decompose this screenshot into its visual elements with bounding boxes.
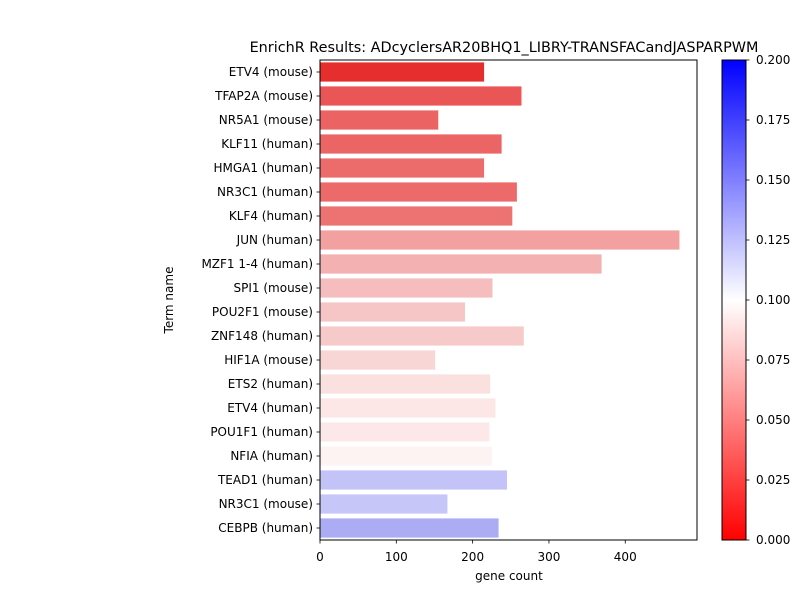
y-tick-label: CEBPB (human) [218,521,313,535]
y-tick-label: POU1F1 (human) [210,425,313,439]
bar [320,398,496,418]
y-tick-label: POU2F1 (mouse) [212,305,313,319]
bar [320,206,513,226]
plot-frame [319,59,698,541]
y-tick-label: NR3C1 (human) [217,185,313,199]
colorbar [721,59,747,541]
colorbar-tick-labels: 0.000 0.025 0.050 0.075 0.100 0.125 0.150 0.175… [746,53,790,547]
bar [320,110,439,130]
y-tick-label: HIF1A (mouse) [224,353,313,367]
x-tick-label: 100 [385,550,408,564]
x-tick-labels: 0 100 200 300 400 [316,540,637,564]
bar [320,182,517,202]
colorbar-tick-label: 0.175 [756,113,790,127]
bar [320,158,485,178]
y-tick-label: TFAP2A (mouse) [214,89,313,103]
colorbar-tick-label: 0.075 [756,353,790,367]
bar [320,302,465,322]
bar [320,446,492,466]
x-tick-label: 0 [316,550,324,564]
bar [320,494,448,514]
bar [320,254,602,274]
bar [320,326,524,346]
y-tick-label: NR3C1 (mouse) [219,497,313,511]
colorbar-tick-label: 0.025 [756,473,790,487]
bar [320,518,499,538]
x-axis-label: gene count [475,569,543,583]
y-tick-label: JUN (human) [236,233,313,247]
bar [320,278,493,298]
bar [320,62,485,82]
bar [320,470,507,490]
y-axis-label: Term name [162,267,176,335]
y-tick-label: ZNF148 (human) [211,329,313,343]
x-tick-label: 300 [537,550,560,564]
colorbar-tick-label: 0.100 [756,293,790,307]
y-tick-label: HMGA1 (human) [213,161,313,175]
bar [320,422,490,442]
y-tick-labels: ETV4 (mouse) TFAP2A (mouse) NR5A1 (mouse) K… [201,65,320,535]
colorbar-tick-label: 0.200 [756,53,790,67]
colorbar-tick-label: 0.050 [756,413,790,427]
x-tick-label: 200 [461,550,484,564]
y-tick-label: MZF1 1-4 (human) [201,257,313,271]
colorbar-tick-label: 0.150 [756,173,790,187]
bar [320,230,680,250]
colorbar-tick-label: 0.000 [756,533,790,547]
bar [320,86,522,106]
chart-title: EnrichR Results: ADcyclersAR20BHQ1_LIBRY… [250,40,759,56]
y-tick-label: NFIA (human) [230,449,313,463]
y-tick-label: KLF11 (human) [221,137,313,151]
y-tick-label: ETS2 (human) [228,377,313,391]
y-tick-label: SPI1 (mouse) [234,281,313,295]
y-tick-label: KLF4 (human) [229,209,313,223]
x-tick-label: 400 [614,550,637,564]
colorbar-tick-label: 0.125 [756,233,790,247]
bar [320,134,502,154]
bar [320,374,491,394]
y-tick-label: ETV4 (human) [227,401,313,415]
y-tick-label: ETV4 (mouse) [229,65,313,79]
bar-group [320,62,680,538]
y-tick-label: TEAD1 (human) [217,473,313,487]
y-tick-label: NR5A1 (mouse) [219,113,313,127]
bar [320,350,436,370]
